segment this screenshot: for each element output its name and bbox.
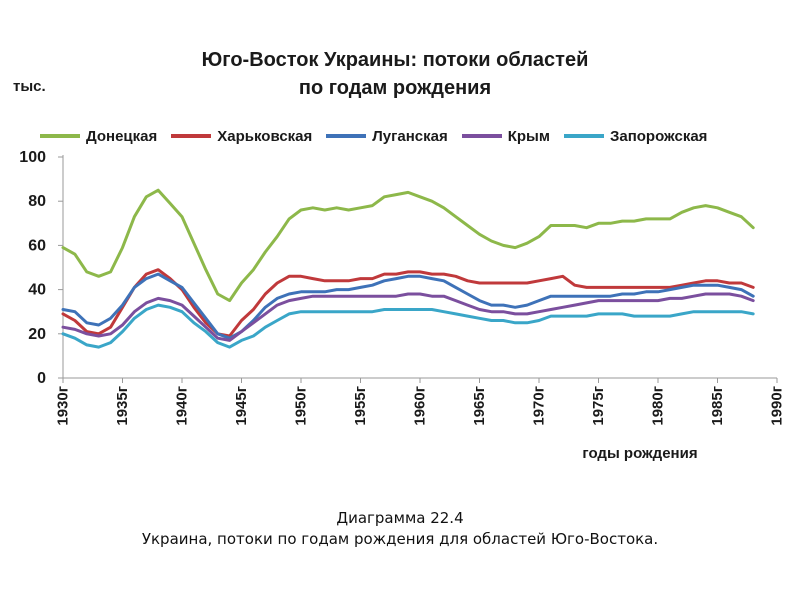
chart-title-line2: по годам рождения xyxy=(298,77,492,99)
legend-swatch xyxy=(563,134,604,138)
x-axis-title: годы рождения xyxy=(582,445,697,462)
chart-legend: Донецкая Харьковская Луганская Крым Запорожс… xyxy=(40,124,800,148)
y-axis-unit-label: тыс. xyxy=(13,78,46,95)
x-tick-label: 1950г xyxy=(293,386,310,426)
figure-caption: Диаграмма 22.4 Украина, потоки по годам … xyxy=(0,508,800,550)
x-tick-label: 1990г xyxy=(769,386,786,426)
legend-item-1: Донецкая xyxy=(40,128,157,145)
x-tick-label: 1940г xyxy=(174,386,191,426)
legend-item-3: Луганская xyxy=(326,127,448,145)
x-tick-label: 1980г xyxy=(650,386,667,426)
y-tick-label: 40 xyxy=(28,282,46,299)
y-tick-label: 20 xyxy=(28,326,46,343)
legend-label: Крым xyxy=(507,127,550,145)
series-line-5 xyxy=(61,303,755,349)
y-tick-label: 0 xyxy=(37,370,46,387)
x-tick-label: 1970г xyxy=(531,386,548,426)
series-line-3 xyxy=(61,272,755,340)
legend-swatch xyxy=(40,134,80,138)
legend-label: Запорожская xyxy=(609,127,708,145)
y-tick-label: 100 xyxy=(19,149,46,166)
caption-line2: Украина, потоки по годам рождения для об… xyxy=(141,530,659,548)
x-tick-label: 1960г xyxy=(412,386,429,426)
legend-item-4: Крым xyxy=(461,127,550,145)
caption-line1: Диаграмма 22.4 xyxy=(336,509,464,527)
x-tick-label: 1935г xyxy=(114,386,131,426)
series-line-1 xyxy=(61,188,755,303)
legend-swatch xyxy=(171,134,212,138)
y-tick-label: 60 xyxy=(28,237,46,254)
legend-swatch xyxy=(326,134,367,138)
chart-title: Юго-Восток Украины: потоки областей по г… xyxy=(0,46,790,102)
x-tick-label: 1985г xyxy=(709,386,726,426)
x-tick-label: 1975г xyxy=(590,386,607,426)
x-tick-label: 1930г xyxy=(55,386,72,426)
legend-label: Донецкая xyxy=(86,127,158,145)
x-tick-label: 1965г xyxy=(471,386,488,426)
legend-label: Харьковская xyxy=(217,127,313,145)
x-tick-label: 1945г xyxy=(233,386,250,426)
legend-swatch xyxy=(461,134,502,138)
x-tick-label: 1955г xyxy=(352,386,369,426)
series-line-4 xyxy=(61,292,755,342)
legend-item-5: Запорожская xyxy=(563,127,708,145)
y-tick-label: 80 xyxy=(28,193,46,210)
legend-label: Луганская xyxy=(372,127,448,145)
legend-item-2: Харьковская xyxy=(171,128,312,145)
chart-title-line1: Юго-Восток Украины: потоки областей xyxy=(201,49,589,71)
